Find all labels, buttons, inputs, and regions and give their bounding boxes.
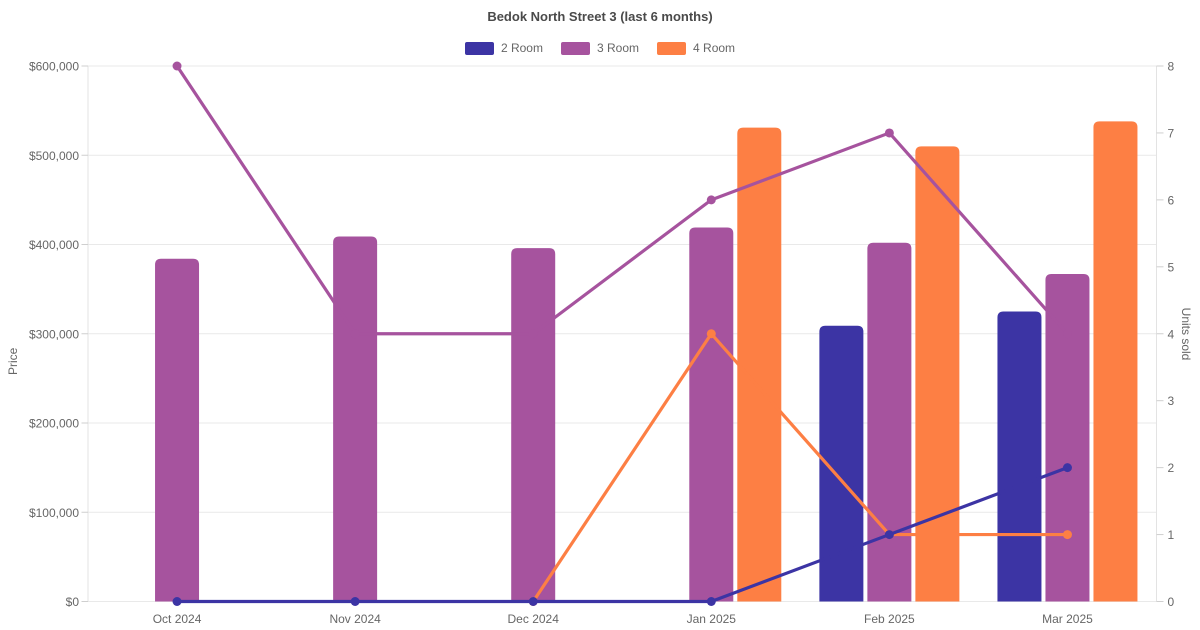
bars-3-room — [155, 227, 1090, 602]
legend-item-3-room[interactable]: 3 Room — [560, 41, 640, 55]
point-3-room — [706, 195, 716, 205]
axis-tick-labels: $0 $100,000 $200,000 $300,000 $400,000 $500,0… — [29, 60, 1175, 627]
x-axis-month-label: Nov 2024 — [329, 612, 381, 626]
bars-4-room — [737, 121, 1138, 602]
units-line-3-room — [175, 64, 1070, 336]
units-line-4-room — [531, 332, 1070, 604]
chart-title: Bedok North Street 3 (last 6 months) — [487, 9, 713, 24]
legend-swatch-3-room — [560, 41, 590, 55]
grid-lines — [87, 65, 1157, 602]
right-axis-tick-label: 5 — [1168, 260, 1175, 274]
legend-item-2-room[interactable]: 2 Room — [464, 41, 543, 55]
right-axis-tick-label: 0 — [1168, 595, 1175, 609]
legend-label: 3 Room — [596, 41, 640, 55]
left-axis-tick-label: $600,000 — [29, 60, 79, 74]
bar-3-room-feb-2025 — [867, 242, 912, 602]
bar-4-room-jan-2025 — [737, 127, 782, 602]
bar-3-room-dec-2024 — [511, 248, 556, 602]
axis-ticks — [81, 65, 1164, 602]
legend-swatch-2-room — [464, 41, 494, 55]
right-axis-tick-label: 7 — [1168, 126, 1175, 140]
bar-3-room-jan-2025 — [689, 227, 734, 602]
left-axis-tick-label: $500,000 — [29, 149, 79, 163]
bar-2-room-mar-2025 — [997, 311, 1042, 602]
point-3-room — [350, 329, 360, 339]
point-2-room — [884, 530, 894, 540]
point-3-room — [172, 61, 182, 71]
point-2-room — [172, 597, 182, 606]
bar-3-room-oct-2024 — [155, 258, 200, 602]
point-2-room — [706, 597, 716, 606]
bar-4-room-mar-2025 — [1093, 121, 1138, 602]
right-axis-tick-label: 4 — [1168, 327, 1175, 341]
point-2-room — [528, 597, 538, 606]
legend-swatch-4-room — [657, 41, 687, 55]
left-axis-tick-label: $100,000 — [29, 506, 79, 520]
right-axis-tick-label: 1 — [1168, 528, 1175, 542]
line-series-4-room — [528, 329, 1072, 606]
left-axis-tick-label: $0 — [66, 595, 80, 609]
bar-4-room-feb-2025 — [915, 146, 960, 602]
right-axis-tick-label: 2 — [1168, 461, 1175, 475]
right-axis-tick-label: 3 — [1168, 394, 1175, 408]
x-axis-month-label: Feb 2025 — [864, 612, 915, 626]
x-axis-month-label: Oct 2024 — [153, 612, 202, 626]
right-axis-title: Units sold — [1179, 307, 1193, 361]
bar-2-room-feb-2025 — [819, 325, 864, 602]
left-axis-tick-label: $200,000 — [29, 417, 79, 431]
chart-legend: 2 Room 3 Room 4 Room — [0, 41, 1200, 55]
legend-label: 4 Room — [693, 41, 736, 55]
bar-3-room-mar-2025 — [1045, 273, 1090, 602]
point-2-room — [1062, 463, 1072, 473]
left-axis-tick-label: $400,000 — [29, 238, 79, 252]
point-3-room — [528, 329, 538, 339]
line-series-2-room — [172, 463, 1072, 606]
point-3-room — [1062, 329, 1072, 339]
point-4-room — [1062, 530, 1072, 540]
units-line-2-room — [175, 466, 1070, 604]
right-axis-tick-label: 6 — [1168, 193, 1175, 207]
legend-label: 2 Room — [500, 41, 543, 55]
point-2-room — [350, 597, 360, 606]
left-axis-tick-label: $300,000 — [29, 327, 79, 341]
left-axis-title: Price — [6, 347, 20, 376]
point-4-room — [706, 329, 716, 339]
legend-item-4-room[interactable]: 4 Room — [657, 41, 735, 55]
bar-3-room-nov-2024 — [333, 236, 378, 602]
x-axis-month-label: Mar 2025 — [1042, 612, 1093, 626]
point-3-room — [884, 128, 894, 138]
line-series-3-room — [172, 61, 1072, 339]
right-axis-tick-label: 8 — [1168, 60, 1175, 74]
bars-2-room — [819, 311, 1042, 602]
x-axis-month-label: Jan 2025 — [687, 612, 737, 626]
x-axis-month-label: Dec 2024 — [508, 612, 560, 626]
